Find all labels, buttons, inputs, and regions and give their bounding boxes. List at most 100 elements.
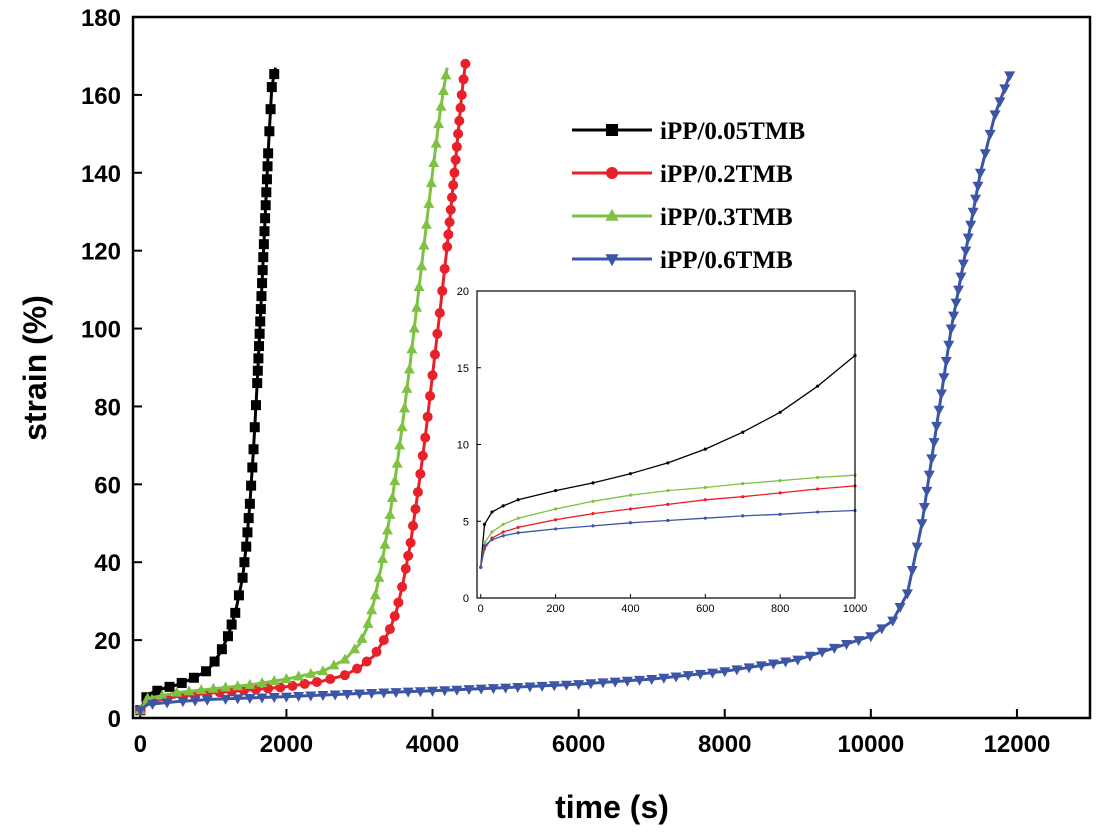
- data-point: [386, 491, 398, 502]
- data-point: [405, 537, 416, 548]
- data-point: [408, 520, 419, 531]
- data-point: [261, 187, 272, 198]
- data-point: [815, 475, 820, 480]
- data-point: [445, 204, 456, 215]
- data-point: [553, 488, 558, 493]
- data-point: [628, 493, 633, 497]
- data-point: [232, 680, 244, 691]
- legend-item-ipp-0-6tmb: iPP/0.6TMB: [572, 247, 793, 274]
- data-point: [703, 498, 707, 502]
- data-point: [945, 324, 957, 335]
- data-point: [239, 557, 250, 568]
- data-point: [780, 657, 792, 668]
- data-point: [778, 410, 782, 414]
- data-point: [670, 672, 682, 683]
- data-point: [560, 680, 572, 691]
- y-tick-label: 120: [81, 239, 121, 266]
- data-point: [865, 632, 877, 643]
- data-point: [482, 544, 487, 548]
- x-tick-label: 800: [771, 603, 789, 615]
- data-point: [731, 665, 743, 676]
- data-point: [444, 217, 455, 228]
- data-point: [516, 498, 520, 502]
- data-point: [425, 391, 436, 402]
- x-tick-label: 10000: [837, 731, 904, 758]
- data-point: [328, 659, 340, 670]
- data-point: [366, 604, 378, 615]
- data-point: [258, 252, 269, 263]
- data-point: [249, 422, 260, 433]
- data-point: [609, 677, 621, 688]
- data-point: [482, 522, 487, 526]
- legend-label: iPP/0.6TMB: [660, 247, 793, 274]
- y-tick-label: 0: [108, 706, 121, 733]
- data-point: [994, 97, 1006, 108]
- data-point: [741, 430, 745, 434]
- data-point: [962, 233, 974, 244]
- data-point: [628, 472, 633, 476]
- data-point: [417, 450, 428, 461]
- data-point: [926, 454, 938, 465]
- data-point: [437, 285, 448, 296]
- data-point: [916, 519, 928, 530]
- y-tick-label: 5: [463, 516, 469, 528]
- data-point: [134, 706, 146, 717]
- data-point: [299, 678, 310, 689]
- data-point: [377, 552, 389, 563]
- data-point: [906, 566, 918, 577]
- data-point: [804, 651, 816, 662]
- data-point: [305, 691, 317, 702]
- data-point: [390, 688, 402, 699]
- data-point: [222, 631, 233, 642]
- data-point: [442, 241, 453, 252]
- data-point: [243, 513, 254, 524]
- data-point: [935, 389, 947, 400]
- data-point: [456, 89, 467, 100]
- data-point: [258, 239, 269, 250]
- data-point: [536, 681, 548, 692]
- data-point: [501, 522, 505, 526]
- data-point: [339, 653, 351, 664]
- data-point: [453, 128, 464, 139]
- data-point: [391, 457, 403, 468]
- data-point: [682, 671, 694, 682]
- x-tick-label: 12000: [984, 731, 1051, 758]
- data-point: [931, 421, 943, 432]
- data-point: [254, 328, 265, 339]
- data-point: [269, 69, 280, 80]
- legend-item-ipp-0-2tmb: iPP/0.2TMB: [572, 161, 793, 188]
- data-point: [257, 265, 268, 276]
- data-point: [634, 675, 646, 686]
- data-point: [373, 571, 385, 582]
- data-point: [256, 676, 268, 687]
- data-point: [432, 328, 443, 339]
- data-point: [658, 673, 670, 684]
- data-point: [244, 693, 256, 704]
- data-point: [451, 685, 463, 696]
- data-point: [252, 365, 263, 376]
- data-point: [778, 491, 782, 495]
- data-point: [703, 485, 707, 490]
- data-point: [420, 432, 431, 443]
- x-tick-label: 200: [546, 603, 564, 615]
- data-point: [666, 518, 670, 523]
- data-point: [815, 487, 820, 491]
- data-point: [164, 681, 175, 692]
- data-point: [161, 698, 173, 709]
- data-point: [195, 684, 207, 695]
- data-point: [948, 311, 960, 322]
- plot-frame: [131, 15, 1092, 720]
- data-point: [741, 482, 745, 486]
- data-point: [965, 220, 977, 231]
- x-tick-label: 600: [696, 603, 714, 615]
- data-point: [371, 646, 382, 657]
- data-point: [416, 260, 428, 271]
- data-point: [257, 278, 268, 289]
- x-tick-label: 4000: [406, 731, 459, 758]
- data-point: [719, 667, 731, 678]
- data-point: [479, 565, 483, 569]
- data-point: [220, 681, 232, 692]
- data-point: [516, 531, 520, 535]
- data-point: [293, 670, 305, 681]
- data-point: [361, 656, 372, 667]
